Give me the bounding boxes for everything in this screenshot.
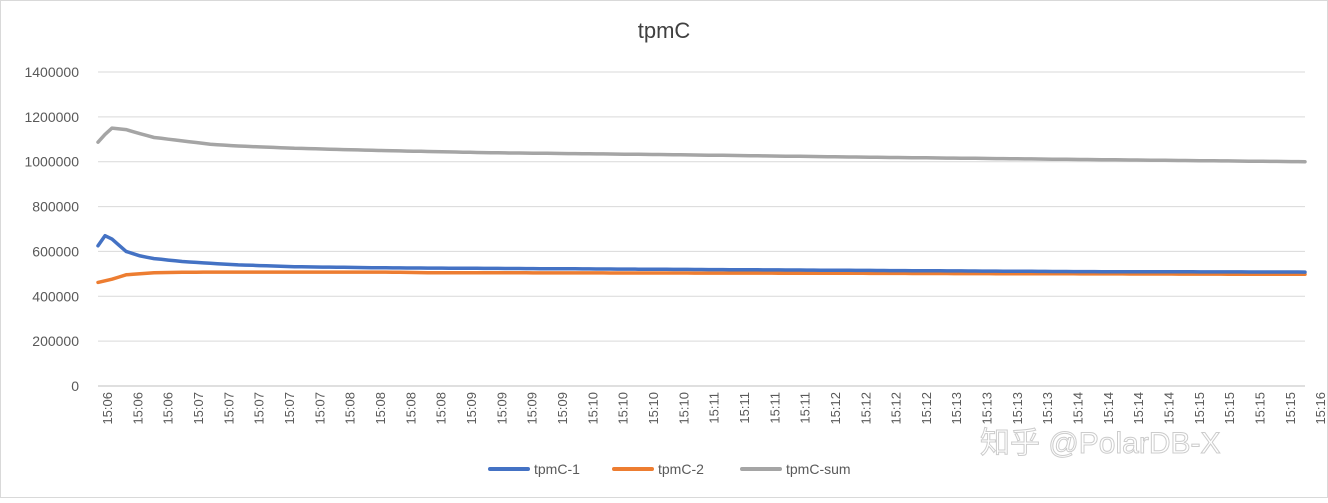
x-tick-label: 15:15 xyxy=(1222,392,1237,425)
x-tick-label: 15:12 xyxy=(919,392,934,425)
y-tick-label: 800000 xyxy=(32,199,79,215)
x-tick-label: 15:10 xyxy=(585,392,600,425)
x-tick-label: 15:12 xyxy=(889,392,904,425)
x-tick-label: 15:08 xyxy=(343,392,358,425)
x-tick-label: 15:15 xyxy=(1253,392,1268,425)
y-tick-label: 600000 xyxy=(32,243,79,259)
x-tick-label: 15:07 xyxy=(282,392,297,425)
x-tick-label: 15:08 xyxy=(373,392,388,425)
x-tick-label: 15:14 xyxy=(1101,392,1116,425)
x-tick-label: 15:10 xyxy=(646,392,661,425)
series-line-tpmC-sum xyxy=(96,126,1307,164)
y-tick-label: 0 xyxy=(71,378,79,394)
x-tick-label: 15:09 xyxy=(464,392,479,425)
x-tick-label: 15:06 xyxy=(130,392,145,425)
chart-title: tpmC xyxy=(638,18,691,43)
legend: tpmC-1 tpmC-2 tpmC-sum xyxy=(488,461,851,477)
x-tick-label: 15:10 xyxy=(616,392,631,425)
legend-label-tpmC-2: tpmC-2 xyxy=(658,461,704,477)
y-tick-label: 400000 xyxy=(32,288,79,304)
x-tick-label: 15:11 xyxy=(737,392,752,424)
x-tick-label: 15:14 xyxy=(1071,392,1086,425)
legend-label-tpmC-sum: tpmC-sum xyxy=(786,461,851,477)
x-tick-label: 15:13 xyxy=(1010,392,1025,425)
x-tick-label: 15:11 xyxy=(767,392,782,424)
y-tick-label: 1000000 xyxy=(24,154,79,170)
y-tick-label: 1400000 xyxy=(24,64,79,80)
y-tick-label: 200000 xyxy=(32,333,79,349)
legend-label-tpmC-1: tpmC-1 xyxy=(534,461,580,477)
x-tick-label: 15:08 xyxy=(403,392,418,425)
gridlines xyxy=(98,71,1305,387)
x-tick-label: 15:08 xyxy=(434,392,449,425)
x-tick-label: 15:14 xyxy=(1162,392,1177,425)
x-tick-label: 15:07 xyxy=(191,392,206,425)
watermark-text: 知乎 @PolarDB-X xyxy=(980,427,1221,460)
y-tick-label: 1200000 xyxy=(24,109,79,125)
x-tick-label: 15:09 xyxy=(555,392,570,425)
series-line-tpmC-1 xyxy=(96,233,1307,274)
x-tick-label: 15:16 xyxy=(1313,392,1328,425)
series-lines xyxy=(96,126,1307,285)
x-tick-label: 15:07 xyxy=(252,392,267,425)
series-line-tpmC-2 xyxy=(96,270,1307,285)
x-tick-label: 15:07 xyxy=(312,392,327,425)
x-tick-label: 15:06 xyxy=(100,392,115,425)
x-axis-ticks: 15:06 15:06 15:06 15:07 15:07 15:07 15:07 15:07… xyxy=(100,392,1328,425)
x-tick-label: 15:11 xyxy=(707,392,722,424)
y-axis-ticks: 0 200000 400000 600000 800000 1000000 1200000 1… xyxy=(24,64,79,394)
x-tick-label: 15:15 xyxy=(1283,392,1298,425)
x-tick-label: 15:13 xyxy=(949,392,964,425)
x-tick-label: 15:10 xyxy=(676,392,691,425)
x-tick-label: 15:09 xyxy=(494,392,509,425)
x-tick-label: 15:12 xyxy=(858,392,873,425)
x-tick-label: 15:13 xyxy=(1040,392,1055,425)
x-tick-label: 15:13 xyxy=(980,392,995,425)
x-tick-label: 15:12 xyxy=(828,392,843,425)
x-tick-label: 15:07 xyxy=(221,392,236,425)
x-tick-label: 15:06 xyxy=(161,392,176,425)
x-tick-label: 15:11 xyxy=(798,392,813,424)
x-tick-label: 15:15 xyxy=(1192,392,1207,425)
x-tick-label: 15:14 xyxy=(1131,392,1146,425)
x-tick-label: 15:09 xyxy=(525,392,540,425)
